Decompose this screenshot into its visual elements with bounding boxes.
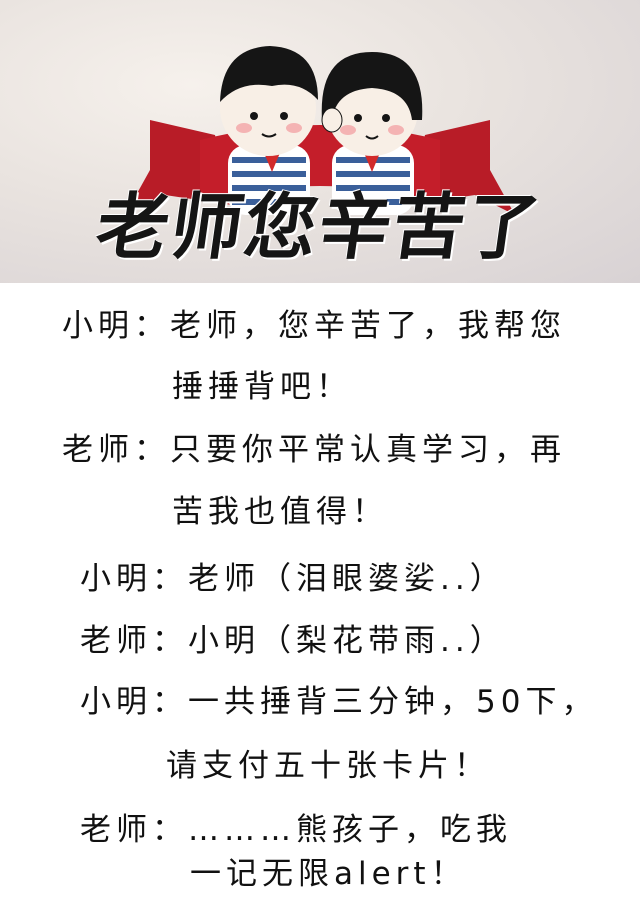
dialogue-line: 老师：………熊孩子，吃我 <box>80 812 512 848</box>
dialogue-line: 小明：一共捶背三分钟，50下， <box>80 684 598 720</box>
dialogue-line: 请支付五十张卡片！ <box>166 748 490 784</box>
header-banner: 老师您辛苦了 <box>0 0 640 283</box>
girl-figure <box>321 52 423 215</box>
dialogue-line: 小明：老师，您辛苦了，我帮您 <box>62 308 566 344</box>
dialogue-line: 捶捶背吧！ <box>172 369 352 405</box>
boy-figure <box>220 46 318 215</box>
dialogue-line: 老师：小明（梨花带雨..） <box>80 623 506 659</box>
banner-title: 老师您辛苦了 <box>91 184 548 269</box>
dialogue-line: 苦我也值得！ <box>172 494 388 530</box>
dialogue-line: 小明：老师（泪眼婆娑..） <box>80 561 506 597</box>
banner-illustration <box>125 46 515 215</box>
dialogue-line: 老师：只要你平常认真学习，再 <box>62 432 566 468</box>
dialogue-line: 一记无限alert！ <box>190 856 467 892</box>
